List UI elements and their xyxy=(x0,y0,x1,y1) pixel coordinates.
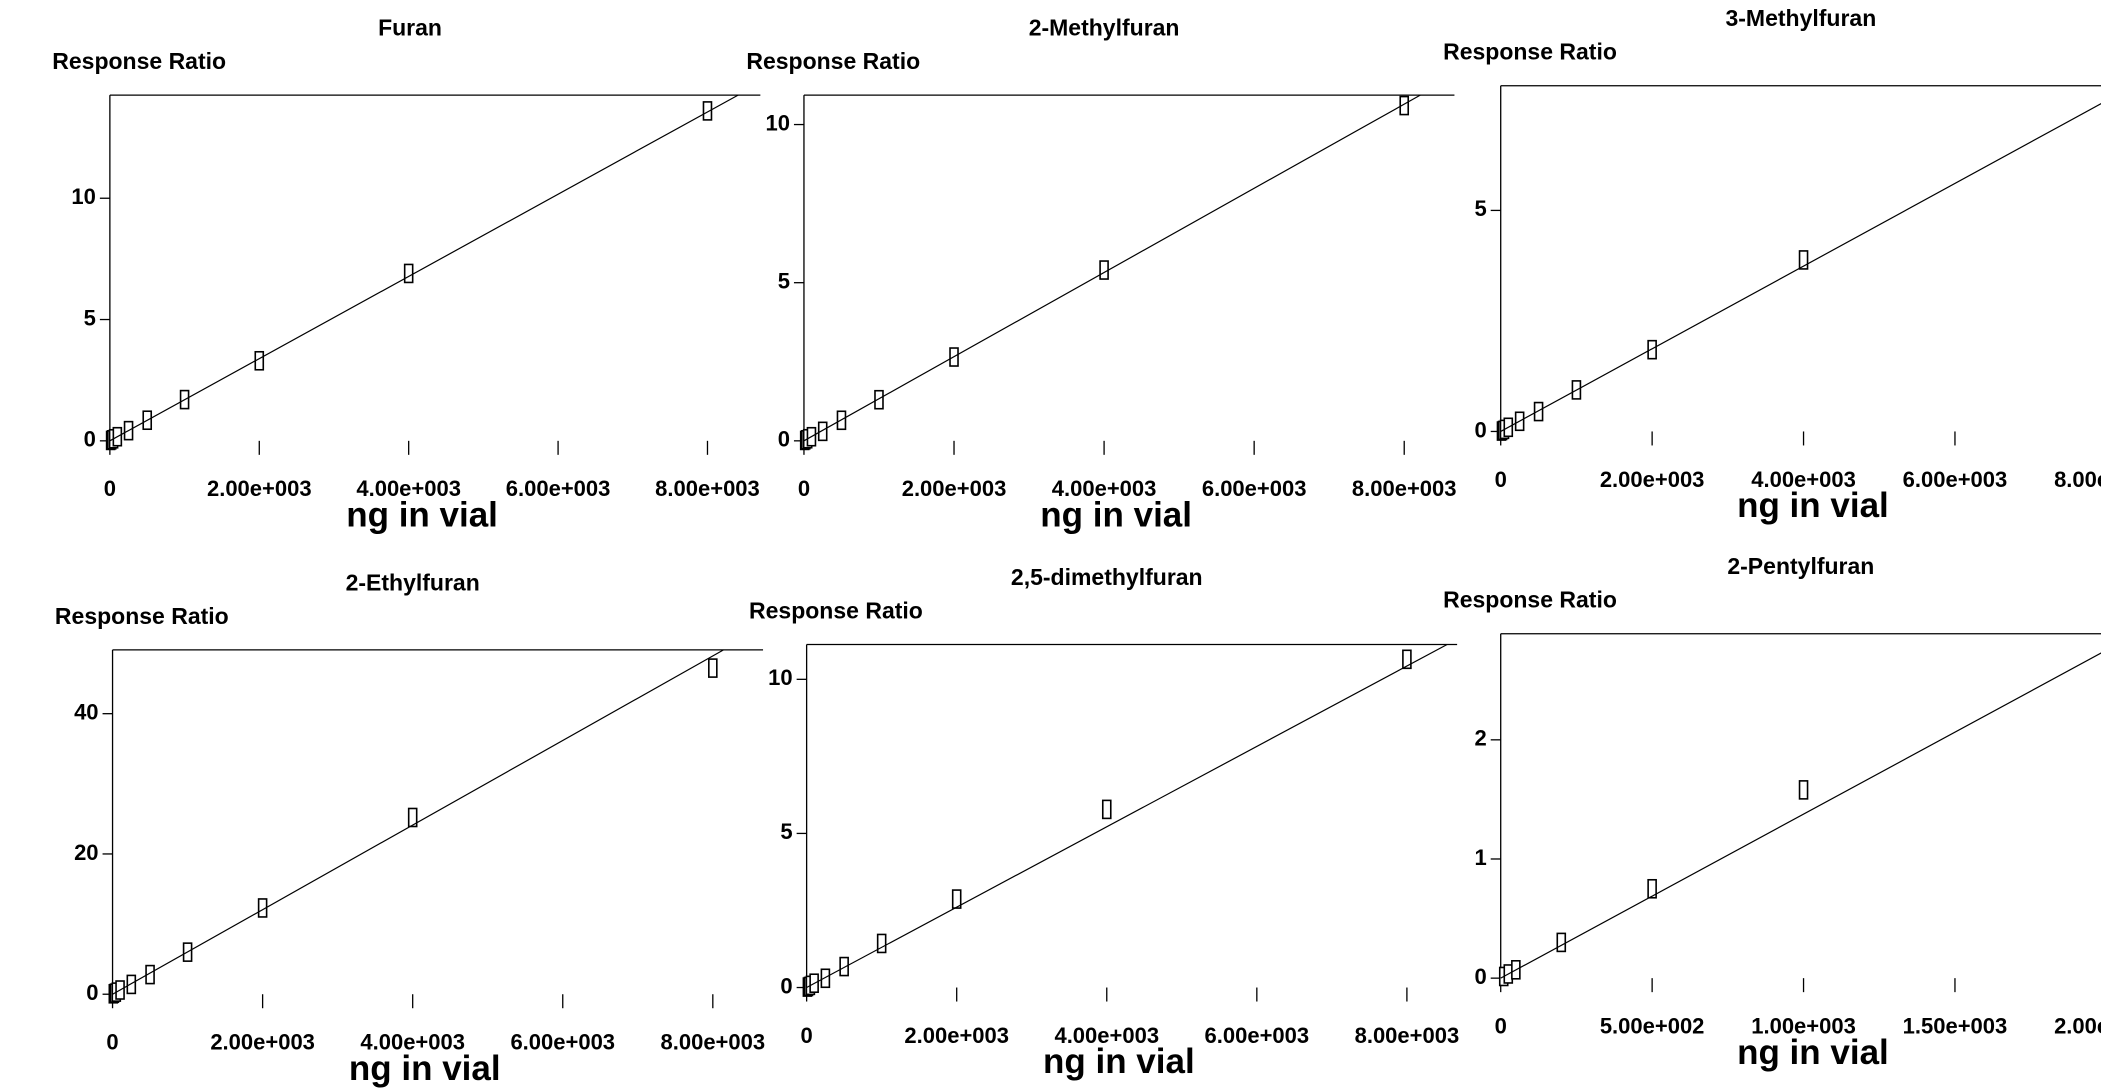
x-tick-label: 8.00e+003 xyxy=(1352,476,1457,501)
data-point xyxy=(1798,780,1809,800)
y-tick-label: 20 xyxy=(74,840,98,865)
x-tick-label: 2.00e+003 xyxy=(1600,467,1705,492)
y-tick-label: 2 xyxy=(1474,726,1486,751)
data-point xyxy=(708,658,718,678)
data-point xyxy=(1399,95,1410,116)
data-point xyxy=(820,968,831,989)
data-point xyxy=(1533,401,1544,422)
fit-line xyxy=(109,94,739,442)
x-tick-label: 2.00e+003 xyxy=(207,476,312,501)
y-axis-label: Response Ratio xyxy=(746,48,920,74)
x-tick-label: 4.00e+003 xyxy=(356,476,461,501)
y-tick-label: 1 xyxy=(1474,845,1486,870)
x-tick-label: 6.00e+003 xyxy=(1202,476,1307,501)
y-tick-label: 5 xyxy=(780,819,792,844)
data-point xyxy=(874,389,884,410)
x-tick-label: 6.00e+003 xyxy=(510,1030,615,1055)
x-tick-label: 0 xyxy=(1495,467,1507,492)
data-point xyxy=(951,889,962,909)
data-point xyxy=(702,101,713,121)
y-axis-label: Response Ratio xyxy=(55,603,229,629)
x-tick-label: 6.00e+003 xyxy=(1903,467,2008,492)
y-tick-label: 0 xyxy=(1474,964,1486,989)
data-point xyxy=(1099,260,1109,280)
x-tick-label: 4.00e+003 xyxy=(1052,476,1157,501)
data-point xyxy=(1556,932,1567,953)
x-tick-label: 6.00e+003 xyxy=(1205,1023,1310,1048)
y-tick-label: 0 xyxy=(780,973,792,998)
x-tick-label: 4.00e+003 xyxy=(360,1030,465,1055)
data-point xyxy=(817,421,828,442)
chart-title: 2,5-dimethylfuran xyxy=(1011,564,1203,590)
data-point xyxy=(1647,339,1657,360)
y-tick-label: 0 xyxy=(86,980,98,1005)
x-tick-label: 2.00e+003 xyxy=(210,1030,315,1055)
x-tick-label: 0 xyxy=(798,476,810,501)
data-point xyxy=(126,974,137,995)
x-tick-label: 8.00e+003 xyxy=(1355,1023,1460,1048)
y-tick-label: 10 xyxy=(71,184,95,209)
x-tick-label: 2.00e+003 xyxy=(902,476,1007,501)
y-axis-label: Response Ratio xyxy=(749,597,923,623)
y-axis-label: Response Ratio xyxy=(1443,39,1617,65)
chart-title: Furan xyxy=(378,15,442,41)
data-point xyxy=(407,807,418,828)
x-tick-label: 0 xyxy=(106,1030,118,1055)
y-tick-label: 5 xyxy=(84,305,96,330)
x-tick-label: 2.00e+003 xyxy=(2054,1014,2101,1039)
y-tick-label: 5 xyxy=(1474,196,1486,221)
x-tick-label: 6.00e+003 xyxy=(506,476,611,501)
fit-line xyxy=(1500,103,2101,432)
x-axis-label: ng in vial xyxy=(1040,495,1192,534)
y-tick-label: 5 xyxy=(778,269,790,294)
data-point xyxy=(145,964,155,985)
fit-line xyxy=(1500,652,2101,979)
x-tick-label: 8.00e+003 xyxy=(2054,467,2101,492)
data-point xyxy=(839,956,849,977)
x-axis-label: ng in vial xyxy=(1043,1042,1195,1081)
x-tick-label: 0 xyxy=(1495,1014,1507,1039)
y-tick-label: 0 xyxy=(1474,417,1486,442)
y-axis-label: Response Ratio xyxy=(52,48,226,74)
data-point xyxy=(1402,649,1412,670)
x-tick-label: 8.00e+003 xyxy=(661,1030,766,1055)
y-tick-label: 10 xyxy=(765,110,789,135)
x-axis-label: ng in vial xyxy=(1737,486,1889,525)
x-tick-label: 1.50e+003 xyxy=(1903,1014,2008,1039)
data-point xyxy=(1798,250,1809,270)
x-tick-label: 5.00e+002 xyxy=(1600,1014,1705,1039)
x-tick-label: 1.00e+003 xyxy=(1751,1014,1856,1039)
x-axis-label: ng in vial xyxy=(346,495,498,534)
data-point xyxy=(1647,878,1657,899)
y-tick-label: 0 xyxy=(778,427,790,452)
chart-title: 2-Methylfuran xyxy=(1029,15,1180,41)
x-axis-label: ng in vial xyxy=(1737,1033,1889,1072)
x-tick-label: 0 xyxy=(801,1023,813,1048)
fit-line xyxy=(803,94,1421,442)
x-tick-label: 2.00e+003 xyxy=(904,1023,1009,1048)
y-tick-label: 40 xyxy=(74,699,98,724)
chart-title: 3-Methylfuran xyxy=(1725,5,1876,31)
x-tick-label: 4.00e+003 xyxy=(1054,1023,1159,1048)
y-axis-label: Response Ratio xyxy=(1443,587,1617,613)
data-point xyxy=(1101,799,1112,820)
x-tick-label: 0 xyxy=(104,476,116,501)
y-tick-label: 10 xyxy=(768,665,792,690)
y-tick-label: 0 xyxy=(84,427,96,452)
fit-line xyxy=(112,649,724,995)
x-tick-label: 8.00e+003 xyxy=(655,476,760,501)
fit-line xyxy=(806,643,1448,989)
chart-title: 2-Pentylfuran xyxy=(1727,553,1874,579)
data-point xyxy=(403,263,414,284)
x-tick-label: 4.00e+003 xyxy=(1751,467,1856,492)
x-axis-label: ng in vial xyxy=(349,1049,501,1088)
chart-title: 2-Ethylfuran xyxy=(346,569,480,595)
data-point xyxy=(876,933,887,954)
